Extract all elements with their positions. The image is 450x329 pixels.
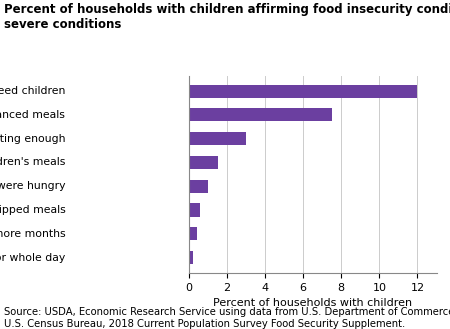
Bar [189,204,200,216]
Text: Children were hungry: Children were hungry [0,181,65,191]
Bar [189,156,217,169]
Text: Couldn't feed children balanced meals: Couldn't feed children balanced meals [0,110,65,120]
Bar [189,85,418,98]
Bar [189,132,246,145]
Text: Source: USDA, Economic Research Service using data from U.S. Department of Comme: Source: USDA, Economic Research Service … [4,307,450,329]
Text: Children did not eat for whole day: Children did not eat for whole day [0,253,65,263]
Text: Relied on few kinds of low-cost food to feed children: Relied on few kinds of low-cost food to … [0,86,65,96]
Text: Children skipped meals in 3 or more months: Children skipped meals in 3 or more mont… [0,229,65,239]
X-axis label: Percent of households with children: Percent of households with children [213,298,412,308]
Text: Percent of households with children affirming food insecurity conditions is lowe: Percent of households with children affi… [4,3,450,31]
Bar [189,180,208,193]
Text: Children skipped meals: Children skipped meals [0,205,65,215]
Text: Cut size of children's meals: Cut size of children's meals [0,158,65,167]
Bar [189,109,332,121]
Bar [189,227,197,240]
Text: Children were not eating enough: Children were not eating enough [0,134,65,144]
Bar [189,251,193,264]
